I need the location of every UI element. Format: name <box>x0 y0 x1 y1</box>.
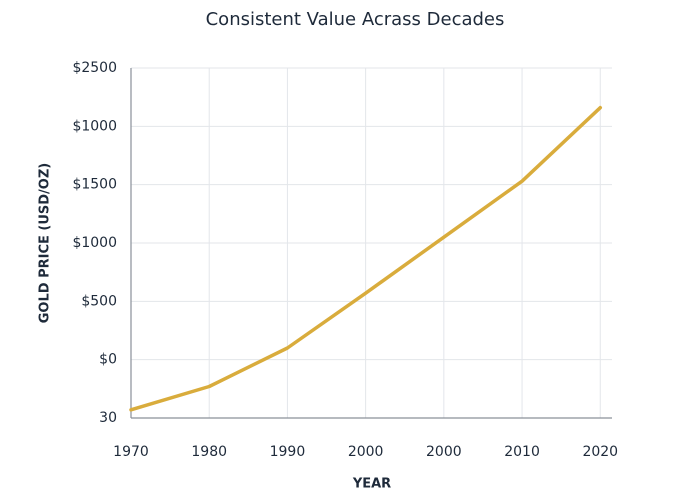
y-tick-label: $0 <box>99 352 117 368</box>
x-tick-label: 2020 <box>582 444 618 460</box>
x-tick-label: 2000 <box>348 444 384 460</box>
x-axis-label: YEAR <box>352 477 391 492</box>
y-tick-label: $1000 <box>72 118 117 134</box>
y-tick-label: $1000 <box>72 235 117 251</box>
x-tick-label: 2010 <box>504 444 540 460</box>
chart-title: Consistent Value Acrass Decades <box>206 9 505 30</box>
y-tick-label: $1500 <box>72 177 117 193</box>
y-tick-label: $2500 <box>72 60 117 76</box>
y-tick-label: $500 <box>81 293 117 309</box>
x-tick-label: 1970 <box>113 444 149 460</box>
x-tick-label: 1980 <box>191 444 227 460</box>
x-tick-label: 1990 <box>270 444 306 460</box>
data-line <box>129 105 603 412</box>
x-tick-label: 2000 <box>426 444 462 460</box>
y-tick-label: 30 <box>99 410 117 426</box>
y-axis-label: GOLD PRICE (USD/OZ) <box>38 163 53 323</box>
